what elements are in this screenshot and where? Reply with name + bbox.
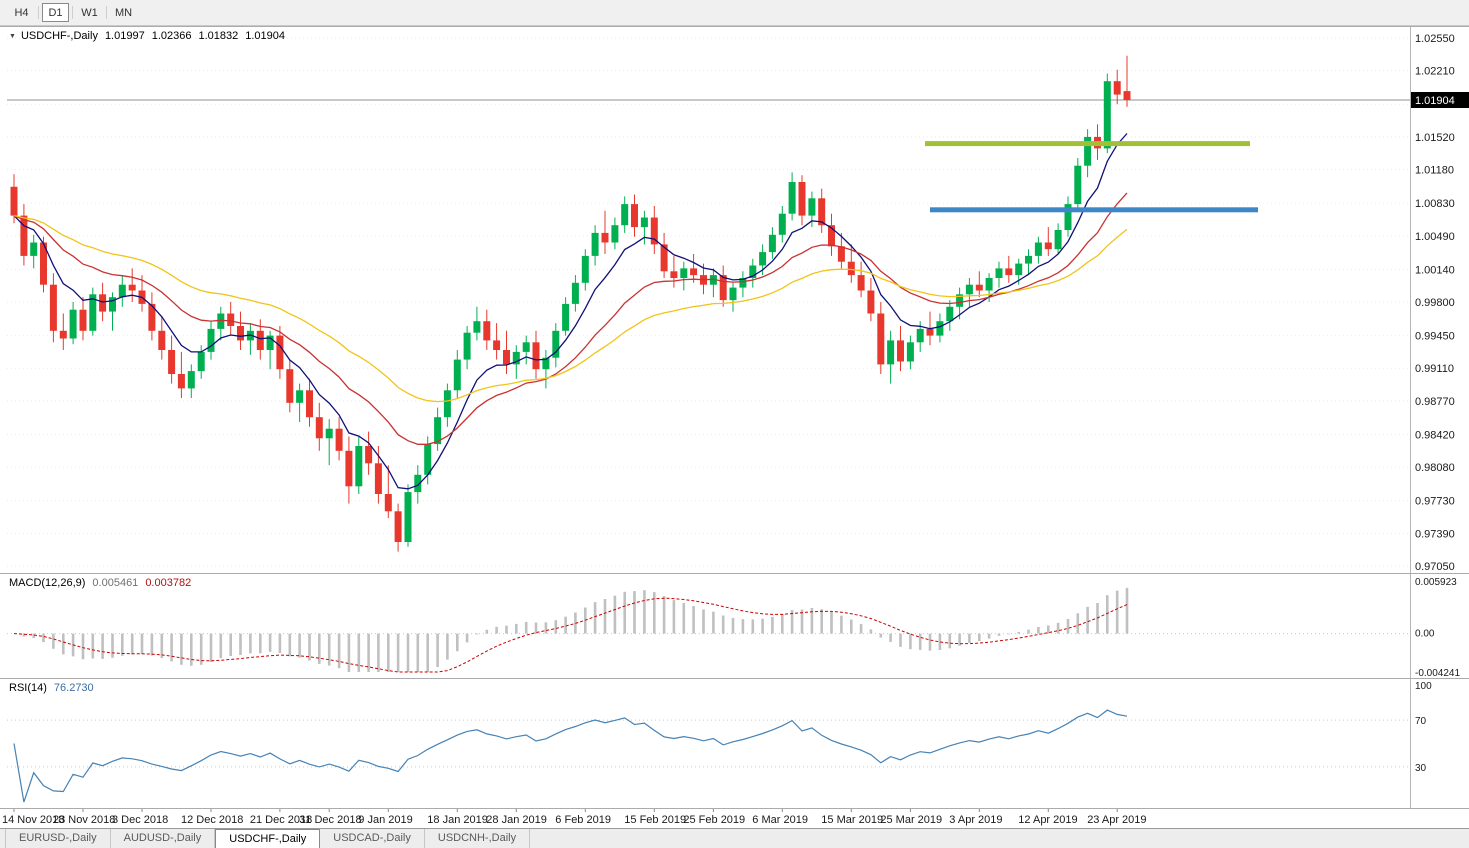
timeframe-d1-button[interactable]: D1 bbox=[42, 3, 69, 22]
svg-text:1.01520: 1.01520 bbox=[1415, 132, 1455, 144]
toolbar-separator bbox=[106, 6, 107, 19]
svg-text:0.98770: 0.98770 bbox=[1415, 396, 1455, 408]
svg-text:9 Jan 2019: 9 Jan 2019 bbox=[358, 814, 412, 826]
chart-open-value: 1.01997 bbox=[104, 30, 145, 42]
tab-usdcnh-daily[interactable]: USDCNH-,Daily bbox=[425, 829, 531, 848]
svg-text:70: 70 bbox=[1415, 716, 1427, 727]
svg-text:12 Dec 2018: 12 Dec 2018 bbox=[181, 814, 243, 826]
svg-text:15 Mar 2019: 15 Mar 2019 bbox=[821, 814, 883, 826]
rsi-title: RSI(14) 76.2730 bbox=[9, 682, 94, 694]
chart-area: 1.025501.022101.018601.015201.011801.008… bbox=[0, 26, 1469, 829]
toolbar-separator bbox=[72, 6, 73, 19]
svg-text:23 Apr 2019: 23 Apr 2019 bbox=[1087, 814, 1146, 826]
svg-text:0.97050: 0.97050 bbox=[1415, 561, 1455, 573]
rsi-value: 76.2730 bbox=[53, 682, 94, 694]
chart-close-value: 1.01904 bbox=[245, 30, 285, 42]
time-axis[interactable]: 14 Nov 2018 23 Nov 2018 3 Dec 2018 12 Dec 2… bbox=[0, 809, 1469, 829]
svg-text:0.99800: 0.99800 bbox=[1415, 297, 1455, 309]
svg-text:3 Apr 2019: 3 Apr 2019 bbox=[949, 814, 1002, 826]
svg-text:0.98080: 0.98080 bbox=[1415, 462, 1455, 474]
svg-text:28 Jan 2019: 28 Jan 2019 bbox=[486, 814, 547, 826]
chart-tabs-bar: EURUSD-,Daily AUDUSD-,Daily USDCHF-,Dail… bbox=[0, 828, 1469, 848]
svg-text:14 Nov 2018: 14 Nov 2018 bbox=[2, 814, 64, 826]
timeframe-h4-button[interactable]: H4 bbox=[8, 3, 35, 22]
svg-text:21 Dec 2018: 21 Dec 2018 bbox=[250, 814, 312, 826]
svg-text:1.01180: 1.01180 bbox=[1415, 165, 1454, 177]
svg-text:3 Dec 2018: 3 Dec 2018 bbox=[112, 814, 168, 826]
tab-eurusd-daily[interactable]: EURUSD-,Daily bbox=[5, 829, 111, 848]
macd-main-value: 0.005461 bbox=[92, 577, 139, 589]
svg-text:25 Feb 2019: 25 Feb 2019 bbox=[683, 814, 745, 826]
macd-signal-value: 0.003782 bbox=[145, 577, 192, 589]
svg-text:6 Mar 2019: 6 Mar 2019 bbox=[752, 814, 808, 826]
svg-text:0.99450: 0.99450 bbox=[1415, 331, 1455, 343]
macd-label: MACD(12,26,9) bbox=[9, 577, 86, 589]
chart-title: ▼ USDCHF-,Daily 1.01997 1.02366 1.01832 … bbox=[9, 30, 285, 42]
svg-text:1.02550: 1.02550 bbox=[1415, 33, 1455, 45]
price-chart-panel[interactable]: 1.025501.022101.018601.015201.011801.008… bbox=[0, 27, 1469, 573]
tab-usdcad-daily[interactable]: USDCAD-,Daily bbox=[320, 829, 425, 848]
svg-text:6 Feb 2019: 6 Feb 2019 bbox=[555, 814, 611, 826]
macd-chart-canvas[interactable]: 0.005923 0.00 -0.004241 bbox=[0, 574, 1469, 678]
rsi-panel[interactable]: 100 70 30 RSI(14) 76.2730 bbox=[0, 679, 1469, 808]
symbol-dropdown-icon[interactable]: ▼ bbox=[9, 32, 16, 40]
svg-text:0.97390: 0.97390 bbox=[1415, 528, 1455, 540]
panel-divider[interactable] bbox=[0, 678, 1469, 679]
svg-text:0.00: 0.00 bbox=[1415, 629, 1435, 640]
macd-title: MACD(12,26,9) 0.005461 0.003782 bbox=[9, 577, 191, 589]
svg-text:1.02210: 1.02210 bbox=[1415, 66, 1455, 78]
svg-text:12 Apr 2019: 12 Apr 2019 bbox=[1018, 814, 1077, 826]
timeframe-toolbar: H4 D1 W1 MN bbox=[0, 0, 1469, 26]
svg-text:0.98420: 0.98420 bbox=[1415, 430, 1455, 442]
svg-text:30: 30 bbox=[1415, 763, 1427, 774]
tab-audusd-daily[interactable]: AUDUSD-,Daily bbox=[111, 829, 216, 848]
price-chart-canvas[interactable]: 1.025501.022101.018601.015201.011801.008… bbox=[0, 27, 1469, 573]
svg-text:100: 100 bbox=[1415, 681, 1432, 692]
chart-low-value: 1.01832 bbox=[198, 30, 239, 42]
svg-text:1.00830: 1.00830 bbox=[1415, 198, 1455, 210]
panel-divider bbox=[0, 808, 1469, 809]
svg-text:18 Jan 2019: 18 Jan 2019 bbox=[427, 814, 488, 826]
macd-panel[interactable]: 0.005923 0.00 -0.004241 MACD(12,26,9) 0.00… bbox=[0, 574, 1469, 678]
toolbar-separator bbox=[38, 6, 39, 19]
svg-text:1.00140: 1.00140 bbox=[1415, 264, 1455, 276]
svg-text:31 Dec 2018: 31 Dec 2018 bbox=[299, 814, 361, 826]
chart-high-value: 1.02366 bbox=[151, 30, 192, 42]
rsi-chart-canvas[interactable]: 100 70 30 bbox=[0, 679, 1469, 808]
svg-text:15 Feb 2019: 15 Feb 2019 bbox=[624, 814, 686, 826]
svg-text:1.01904: 1.01904 bbox=[1415, 95, 1455, 107]
svg-text:23 Nov 2018: 23 Nov 2018 bbox=[53, 814, 115, 826]
svg-text:25 Mar 2019: 25 Mar 2019 bbox=[880, 814, 942, 826]
svg-text:-0.004241: -0.004241 bbox=[1415, 668, 1460, 678]
rsi-label: RSI(14) bbox=[9, 682, 47, 694]
svg-text:1.00490: 1.00490 bbox=[1415, 231, 1455, 243]
svg-text:0.97730: 0.97730 bbox=[1415, 496, 1455, 508]
timeframe-mn-button[interactable]: MN bbox=[110, 3, 137, 22]
svg-text:0.005923: 0.005923 bbox=[1415, 577, 1457, 588]
tab-usdchf-daily[interactable]: USDCHF-,Daily bbox=[215, 829, 321, 848]
svg-text:0.99110: 0.99110 bbox=[1415, 363, 1454, 375]
timeframe-w1-button[interactable]: W1 bbox=[76, 3, 103, 22]
panel-divider[interactable] bbox=[0, 573, 1469, 574]
chart-symbol-label: USDCHF-,Daily bbox=[20, 30, 98, 42]
